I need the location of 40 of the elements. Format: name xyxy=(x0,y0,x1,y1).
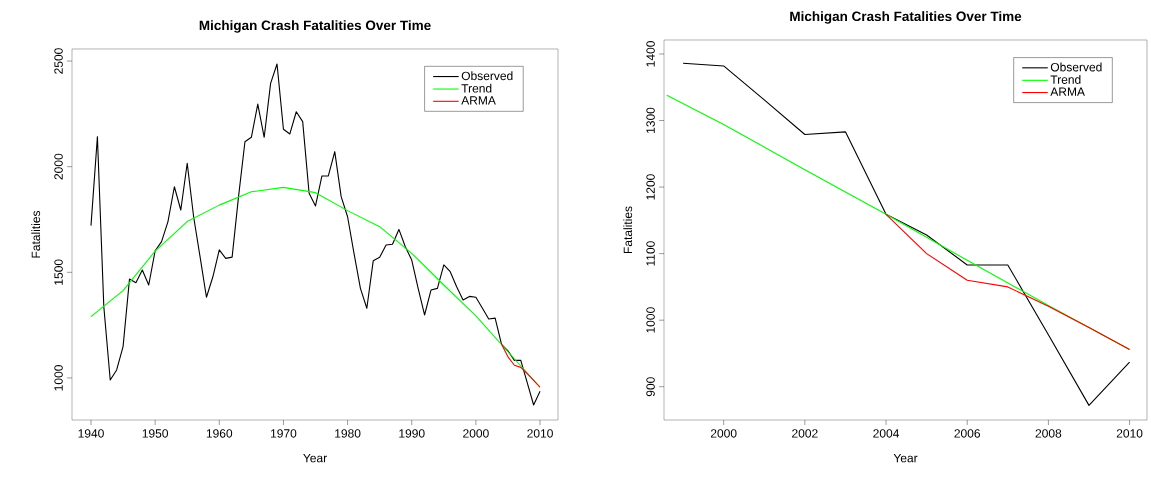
x-tick-label: 2006 xyxy=(954,429,981,438)
x-tick-label: 2010 xyxy=(527,429,553,438)
x-axis-title: Year xyxy=(303,453,327,463)
y-tick-label: 900 xyxy=(646,377,655,397)
x-tick-label: 2000 xyxy=(710,429,737,438)
x-tick-label: 2010 xyxy=(1116,429,1143,438)
y-axis-title: Fatalities xyxy=(31,210,41,258)
line-series xyxy=(682,62,1131,406)
y-tick-label: 2000 xyxy=(54,153,63,180)
y-tick-label: 2500 xyxy=(54,48,63,74)
y-tick-label: 1400 xyxy=(646,41,655,67)
legend-label: ARMA xyxy=(461,96,496,105)
y-tick-label: 1500 xyxy=(54,259,63,285)
y-tick-label: 1300 xyxy=(646,107,655,133)
legend-label: Trend xyxy=(461,83,492,93)
y-axis-title: Fatalities xyxy=(623,206,633,254)
x-tick-label: 1980 xyxy=(335,429,361,438)
chart-title: Michigan Crash Fatalities Over Time xyxy=(790,11,1022,24)
x-tick-label: 2002 xyxy=(792,429,818,438)
x-tick-label: 1970 xyxy=(271,429,297,438)
x-axis-title: Year xyxy=(893,453,918,463)
x-tick-label: 2004 xyxy=(873,429,900,438)
legend-label: Trend xyxy=(1050,75,1081,84)
chart-title: Michigan Crash Fatalities Over Time xyxy=(199,20,431,33)
x-tick-label: 2008 xyxy=(1035,429,1062,438)
y-tick-label: 1000 xyxy=(54,365,63,391)
y-tick-label: 1100 xyxy=(646,241,655,266)
line-series xyxy=(501,343,541,388)
y-tick-label: 1200 xyxy=(646,174,655,200)
y-tick-label: 1000 xyxy=(646,307,655,333)
line-series xyxy=(90,63,541,406)
line-series xyxy=(885,213,1131,350)
x-tick-label: 1990 xyxy=(399,429,425,438)
x-tick-label: 1950 xyxy=(142,429,169,438)
x-tick-label: 1940 xyxy=(78,429,104,438)
x-tick-label: 1960 xyxy=(206,429,233,438)
legend-label: Observed xyxy=(1050,62,1102,72)
legend-label: Observed xyxy=(461,71,513,81)
legend-label: ARMA xyxy=(1050,87,1085,96)
x-tick-label: 2000 xyxy=(463,429,489,438)
